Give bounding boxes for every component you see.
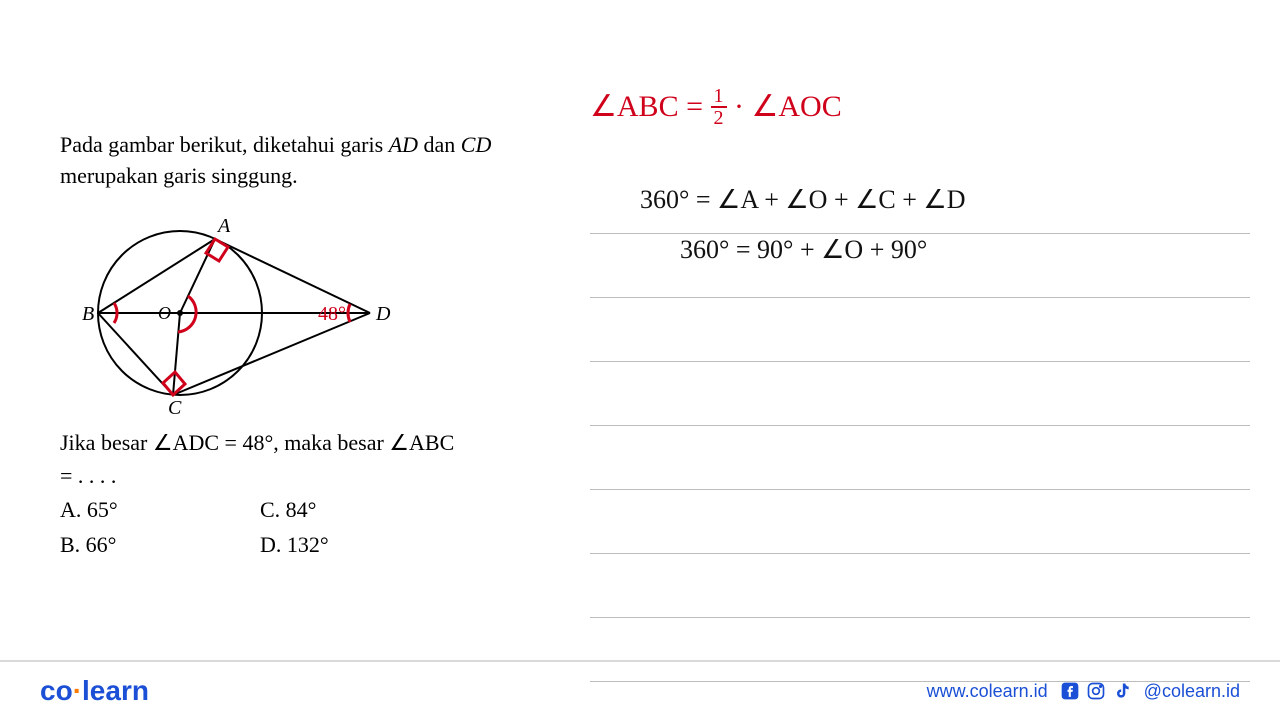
option-D: D. 132° [260,527,460,562]
q-mid: = 48°, maka besar ∠ [219,430,409,455]
problem-intro: Pada gambar berikut, diketahui garis AD … [60,130,530,192]
angle-D-value: 48° [318,303,346,325]
footer-url: www.colearn.id [927,681,1048,702]
social-icons [1060,681,1132,701]
geometry-diagram: A B C D O 48° [70,208,410,418]
options-grid: A. 65° C. 84° B. 66° D. 132° [60,492,460,562]
hw-lhs: ∠ABC = [590,90,703,123]
q-angle2: ABC [409,430,454,455]
line-CD [173,313,370,395]
segment-AD: AD [389,132,418,157]
label-D: D [375,303,391,325]
facebook-icon [1060,681,1080,701]
problem-panel: Pada gambar berikut, diketahui garis AD … [0,80,560,640]
option-B: B. 66° [60,527,260,562]
hw-line1: 360° = ∠A + ∠O + ∠C + ∠D [640,180,966,219]
label-O: O [158,303,171,323]
option-A: A. 65° [60,492,260,527]
line-OC [173,313,180,395]
intro-mid: dan [418,132,461,157]
logo: co·learn [40,675,149,707]
line-AD [215,239,370,313]
instagram-icon [1086,681,1106,701]
work-panel: ∠ABC = 1 2 · ∠AOC 360° = ∠A + ∠O + ∠C + … [560,80,1280,640]
frac-bot: 2 [711,108,727,128]
tiktok-icon [1112,681,1132,701]
label-C: C [168,397,182,418]
intro-after: merupakan garis singgung. [60,163,298,188]
logo-dot: · [73,675,82,706]
footer-handle: @colearn.id [1144,681,1240,702]
q-angle1: ADC [173,430,219,455]
option-C: C. 84° [260,492,460,527]
label-B: B [82,303,94,325]
q-before: Jika besar ∠ [60,430,173,455]
footer-right: www.colearn.id @colearn.id [927,681,1240,702]
logo-learn: learn [82,675,149,706]
logo-co: co [40,675,73,706]
frac-top: 1 [711,86,727,108]
intro-text: Pada gambar berikut, diketahui garis [60,132,389,157]
segment-CD: CD [461,132,492,157]
hw-fraction: 1 2 [711,86,727,128]
hw-formula: ∠ABC = 1 2 · ∠AOC [590,84,842,130]
label-A: A [216,215,231,237]
center-dot [177,310,183,316]
question-text: Jika besar ∠ADC = 48°, maka besar ∠ABC =… [60,426,530,492]
footer: co·learn www.colearn.id @colearn.id [0,660,1280,720]
hw-rhs: · ∠AOC [734,90,842,123]
q-after: = . . . . [60,463,116,488]
hw-line2: 360° = 90° + ∠O + 90° [680,230,927,269]
